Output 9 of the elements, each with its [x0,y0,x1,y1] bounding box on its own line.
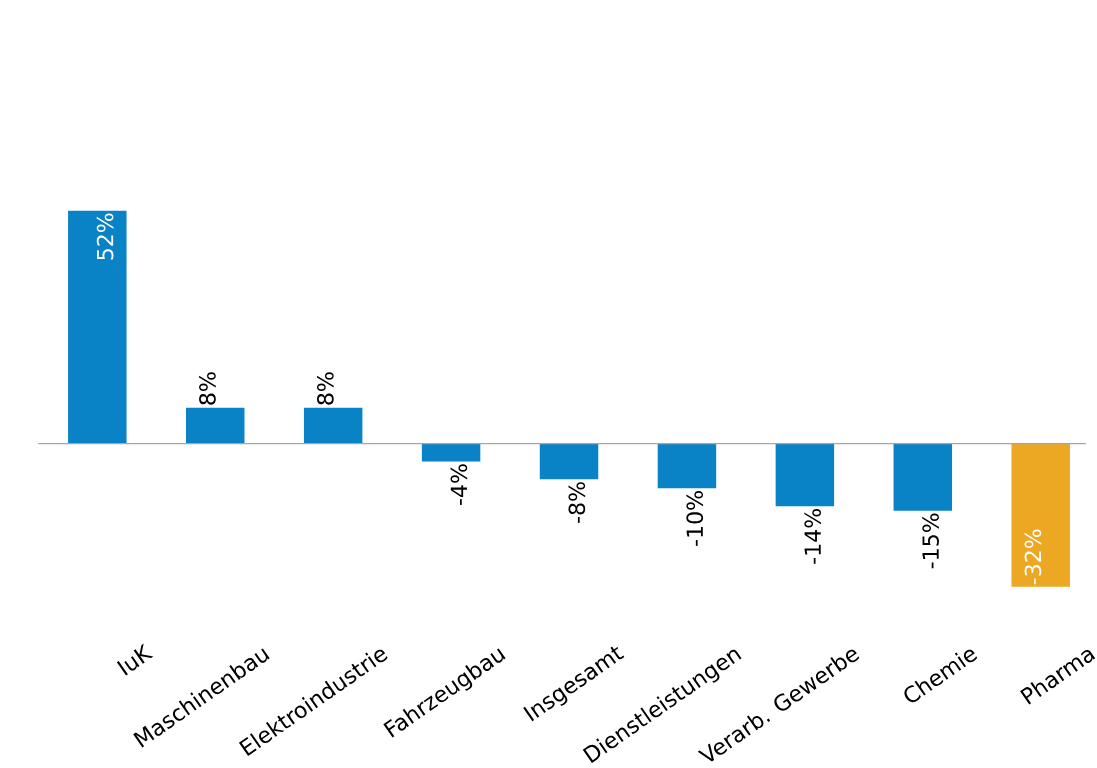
data-label: -15% [922,513,939,569]
data-label: -8% [568,482,586,523]
data-label: 52% [96,213,114,260]
data-label: -32% [1024,529,1042,585]
data-label: 8% [317,372,334,405]
data-label: 8% [199,372,216,405]
data-label: -4% [450,464,468,505]
data-label: -14% [804,509,822,564]
data-label: -10% [686,491,704,546]
